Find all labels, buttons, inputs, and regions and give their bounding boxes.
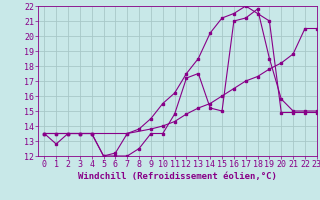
X-axis label: Windchill (Refroidissement éolien,°C): Windchill (Refroidissement éolien,°C): [78, 172, 277, 181]
